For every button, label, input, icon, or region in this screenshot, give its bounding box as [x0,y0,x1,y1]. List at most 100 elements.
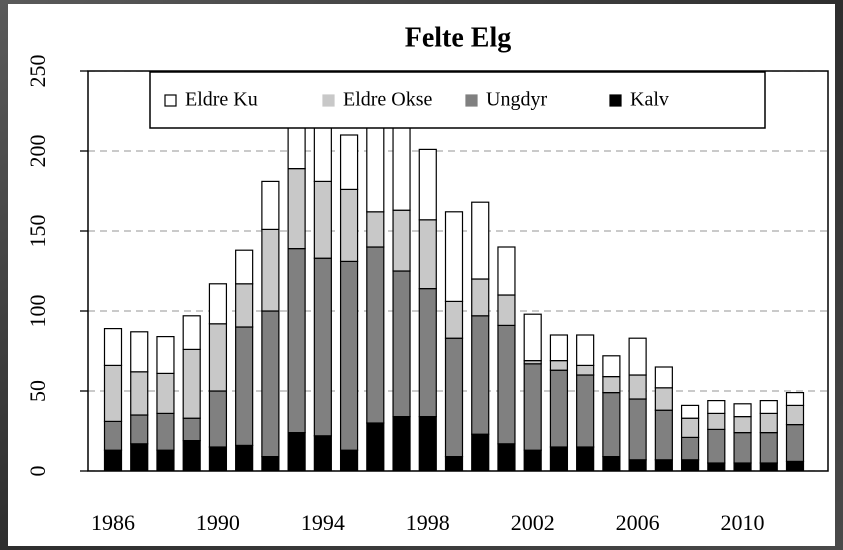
bar-segment [549,360,569,371]
bar-segment [261,310,280,458]
bar-segment [759,412,778,434]
bar-segment [602,376,621,394]
y-tick-label: 150 [25,215,50,248]
bar-segment [366,246,385,424]
bar-segment [235,326,254,447]
bar-segment [261,180,280,230]
bar-segment [628,459,647,471]
bar-segment [339,260,359,451]
bar-segment [707,462,726,471]
bar-segment [392,416,411,471]
x-tick-label: 1990 [196,510,240,535]
x-tick-label: 2010 [721,510,765,535]
bar-segment [366,422,385,471]
bar-segment [628,374,647,400]
bar-segment [103,420,123,451]
bar-segment [759,400,778,415]
bar-segment [235,283,254,328]
bar-segment [549,446,569,471]
bar-segment [497,443,516,471]
bar-segment [261,456,280,471]
bar-segment [392,118,411,211]
plot-area [88,71,828,471]
bar-segment [418,416,437,471]
bar-segment [130,443,149,471]
bar-segment [392,209,411,272]
y-tick-label: 250 [25,55,50,88]
bar-segment [103,449,123,471]
bar-segment [707,400,726,415]
bar-segment [680,417,700,439]
legend-label: Eldre Ku [185,89,258,111]
bar-segment [471,278,490,317]
legend-swatch [465,94,478,107]
bar-segment [785,424,805,463]
bar-segment [759,432,778,464]
bar-segment [444,456,464,471]
legend-label: Ungdyr [486,89,547,111]
bar-segment [208,446,228,471]
bar-segment [339,188,359,262]
bar-segment [602,355,621,378]
bar-segment [418,219,437,290]
bar-segment [156,372,175,414]
legend-swatch [322,94,335,107]
bar-segment [497,324,516,445]
bar-segment [287,432,306,471]
bar-segment [103,328,123,367]
bar-segment [313,257,332,437]
bar-segment [471,433,490,471]
x-tick-label: 2006 [616,510,660,535]
x-tick-label: 1994 [301,510,345,535]
y-tick-label: 0 [25,466,50,477]
legend-label: Eldre Okse [343,89,433,111]
bar-segment [208,390,228,448]
legend-swatch [164,94,177,107]
bar-segment [654,409,673,461]
axes: 0 50 100 150 200 250 1986 1990 1994 1998 2002 2006 2… [25,55,829,535]
bar-segment [208,323,228,392]
bar-segment [156,412,175,451]
bar-segment [707,412,726,430]
bar-segment [707,428,726,464]
bar-segment [733,462,752,471]
bar-segment [759,462,778,471]
bar-segment [654,366,673,389]
bar-segment [182,348,201,419]
bar-segment [785,392,805,407]
bar-segment [392,270,411,418]
bar-segment [497,246,516,296]
bar-segment [549,334,569,362]
bar-segment [130,414,149,445]
bar-segment [208,283,228,325]
bar-segment [366,211,385,248]
bar-segment [785,460,805,471]
bar-segment [576,334,595,366]
bar-segment [785,404,805,426]
bar-segment [235,249,254,285]
x-tick-label: 2002 [511,510,555,535]
bar-segment [339,134,359,191]
plot-frame [87,70,829,472]
chart-title: Felte Elg [405,22,512,53]
bar-segment [182,417,201,442]
bar-segment [576,374,595,448]
bar-segment [339,449,359,471]
bar-segment [261,228,280,312]
bar-segment [576,446,595,471]
bar-segment [680,459,700,471]
bar-segment [602,456,621,471]
bar-segment [628,398,647,461]
bar-segment [182,440,201,471]
y-tick-label: 200 [25,135,50,168]
bar-segment [130,331,149,373]
bar-segment [287,248,306,434]
x-tick-label: 1986 [91,510,135,535]
bar-segment [576,364,595,376]
bar-segment [444,211,464,303]
x-tick-label: 1998 [406,510,450,535]
bar-segment [654,459,673,471]
bar-segment [418,288,437,418]
y-tick-label: 50 [25,380,50,402]
